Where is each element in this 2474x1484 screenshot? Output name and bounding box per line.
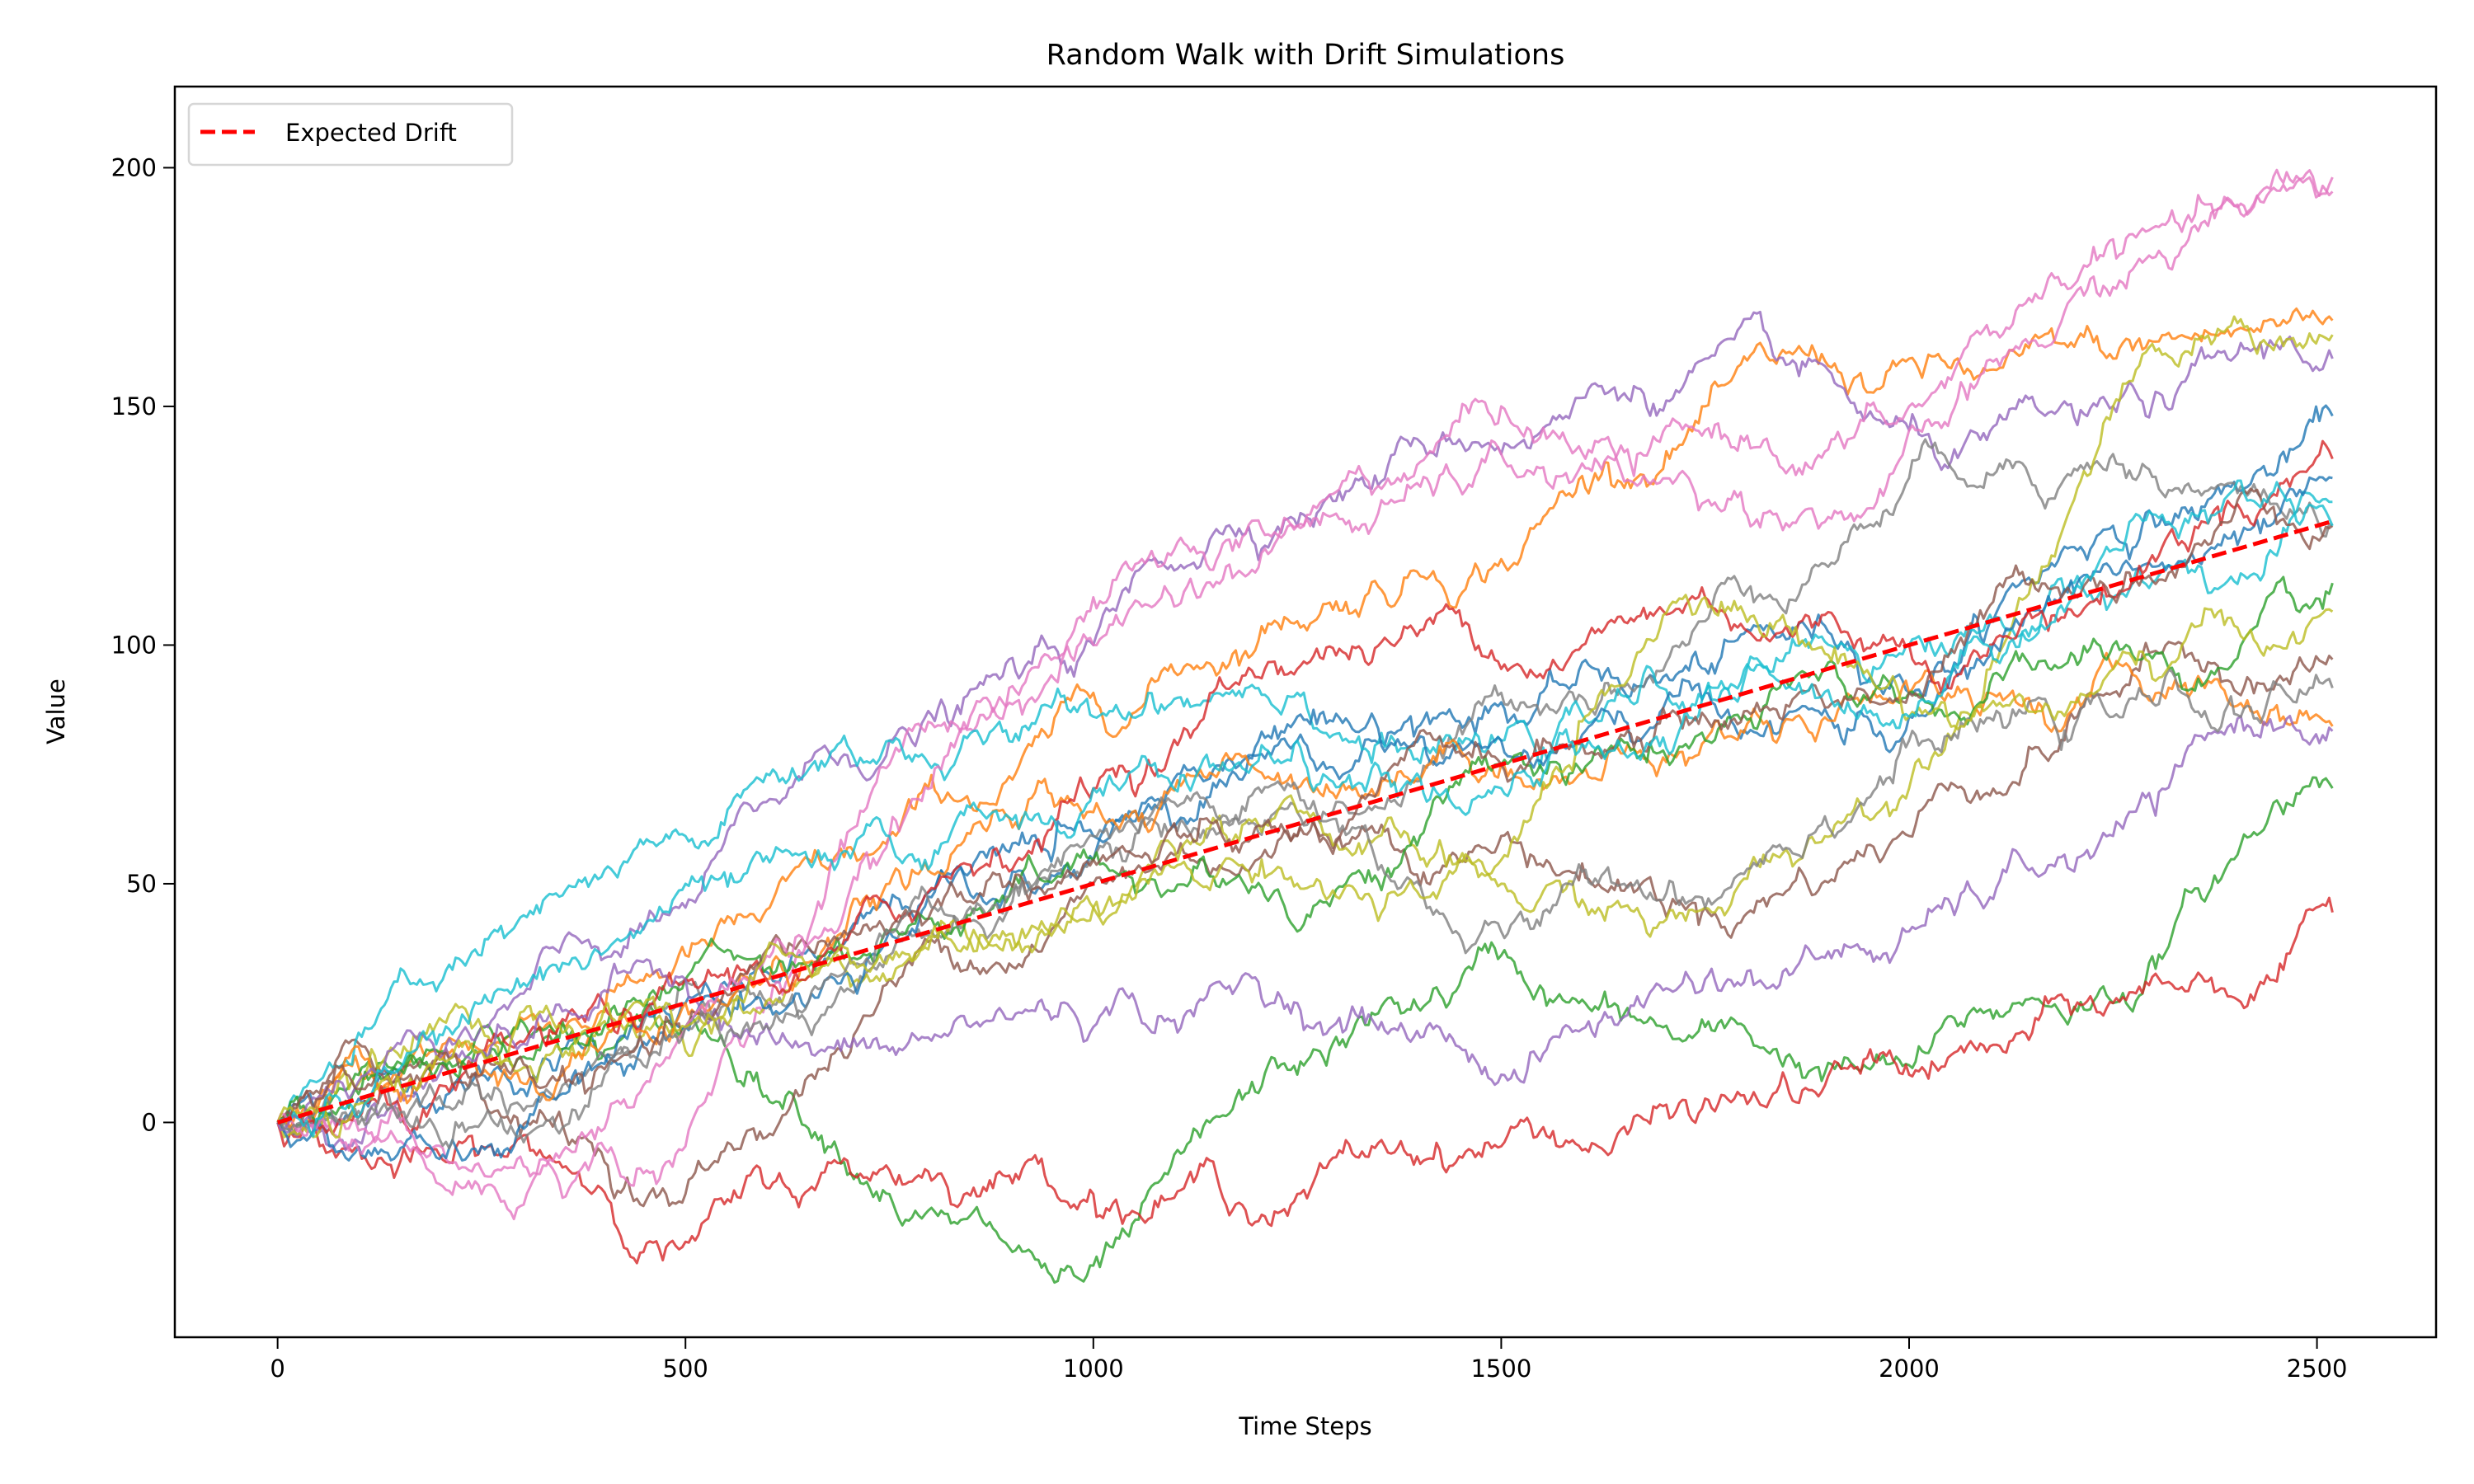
y-tick-label: 0 <box>142 1108 157 1136</box>
series-line-sim-10 <box>277 491 2333 1125</box>
y-tick-label: 100 <box>111 631 157 659</box>
legend-drift-label: Expected Drift <box>285 119 457 147</box>
chart-title: Random Walk with Drift Simulations <box>1047 39 1565 72</box>
x-axis: 0 500 1000 1500 2000 2500 <box>270 1337 2347 1383</box>
y-tick: 0 <box>142 1108 175 1136</box>
x-tick: 2500 <box>2287 1337 2348 1383</box>
x-tick: 1000 <box>1063 1337 1124 1383</box>
x-tick: 500 <box>663 1337 708 1383</box>
series-line-sim-11 <box>277 476 2333 1162</box>
x-tick-label: 2500 <box>2287 1355 2348 1383</box>
series-line-sim-20 <box>276 479 2334 1138</box>
y-tick-label: 50 <box>126 870 157 898</box>
y-axis-label: Value <box>42 679 70 744</box>
axes-frame <box>173 85 2438 1339</box>
y-tick: 50 <box>126 870 175 898</box>
series-line-sim-1 <box>277 404 2334 1126</box>
x-tick: 2000 <box>1879 1337 1940 1383</box>
legend-box <box>187 102 514 167</box>
series-line-sim-8 <box>276 438 2334 1136</box>
series-line-sim-5 <box>276 310 2334 1152</box>
x-tick-label: 500 <box>663 1355 708 1383</box>
y-tick-label: 150 <box>111 392 157 420</box>
x-axis-label: Time Steps <box>1238 1412 1371 1440</box>
x-tick-label: 2000 <box>1879 1355 1940 1383</box>
y-tick: 150 <box>111 392 175 420</box>
x-tick-label: 1500 <box>1470 1355 1531 1383</box>
series-line-sim-3 <box>276 776 2334 1284</box>
x-tick-label: 0 <box>270 1355 285 1383</box>
legend: Expected Drift <box>187 102 514 167</box>
series-line-sim-4 <box>276 896 2334 1265</box>
series-line-sim-13 <box>276 575 2334 1127</box>
series-line-sim-9 <box>276 315 2334 1139</box>
plot-area <box>276 168 2334 1284</box>
x-tick-label: 1000 <box>1063 1355 1124 1383</box>
y-tick: 100 <box>111 631 175 659</box>
series-line-sim-18 <box>277 668 2334 1150</box>
series-line-sim-2 <box>276 307 2334 1139</box>
series-line-sim-19 <box>276 594 2334 1139</box>
x-tick: 1500 <box>1470 1337 1531 1383</box>
expected-drift-line <box>276 519 2334 1125</box>
series-line-sim-14 <box>277 439 2334 1135</box>
series-line-sim-12 <box>276 651 2334 1129</box>
y-axis: 0 50 100 150 200 <box>111 153 175 1136</box>
y-tick: 200 <box>111 153 175 181</box>
series-line-sim-15 <box>276 715 2334 1132</box>
x-tick: 0 <box>270 1337 285 1383</box>
y-tick-label: 200 <box>111 153 157 181</box>
series-line-sim-16 <box>276 487 2334 1126</box>
series-line-sim-17 <box>276 168 2334 1221</box>
